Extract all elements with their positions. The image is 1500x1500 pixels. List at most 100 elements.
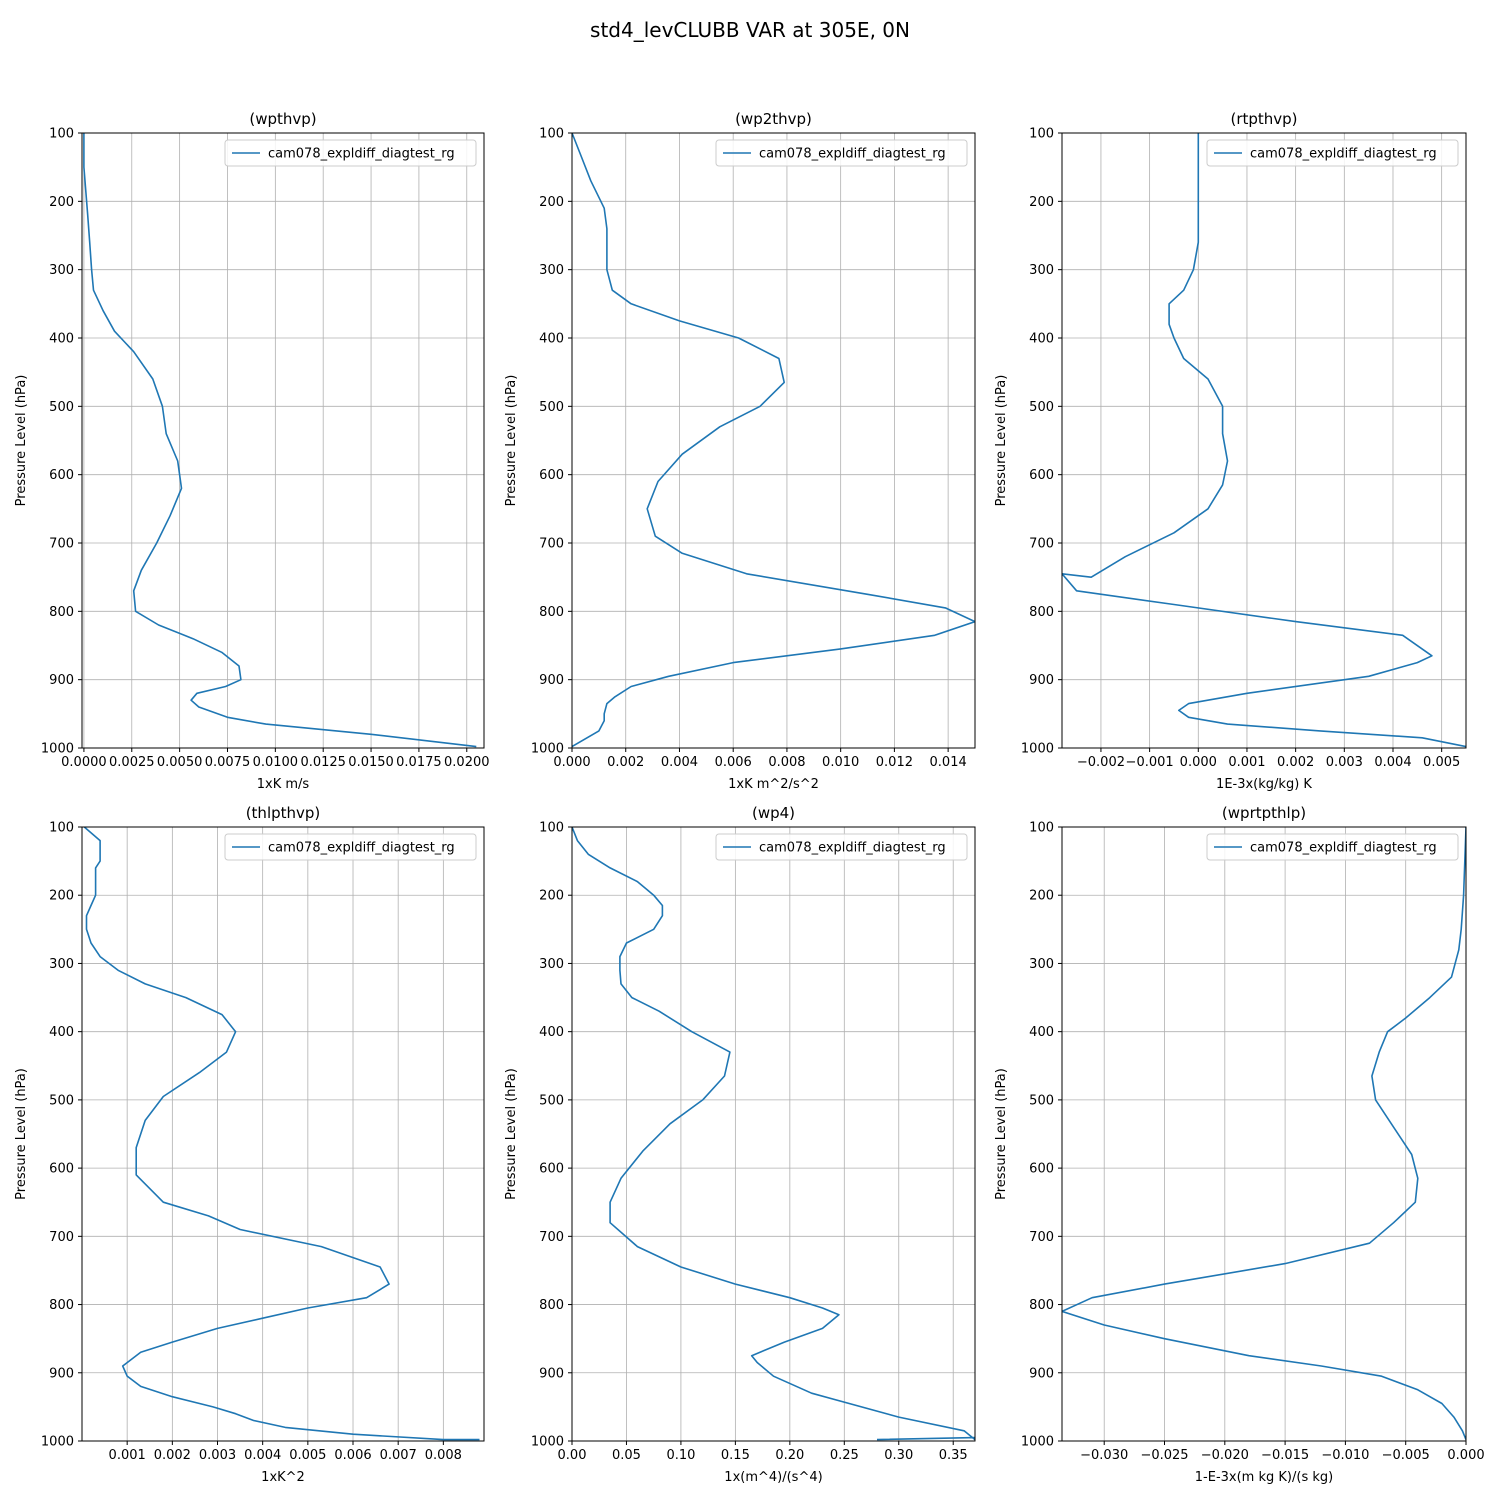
legend: cam078_expldiff_diagtest_rg — [715, 833, 968, 861]
x-tick-label: −0.015 — [1261, 1448, 1309, 1463]
panel-title: (wpthvp) — [249, 110, 316, 128]
x-tick-label: 0.007 — [380, 1448, 417, 1463]
x-tick-label: 0.004 — [244, 1448, 281, 1463]
x-tick-label: 0.006 — [715, 755, 752, 770]
legend-entry: cam078_expldiff_diagtest_rg — [268, 147, 455, 162]
axes-frame — [571, 826, 976, 1442]
x-tick-label: 0.0150 — [348, 755, 394, 770]
y-tick-label: 800 — [539, 605, 564, 620]
series-line — [572, 133, 975, 748]
y-tick-label: 300 — [1029, 263, 1054, 278]
legend: cam078_expldiff_diagtest_rg — [1206, 139, 1459, 167]
y-tick-label: 600 — [1029, 1162, 1054, 1177]
y-tick-label: 200 — [1029, 195, 1054, 210]
x-tick-label: 0.0175 — [396, 755, 442, 770]
legend-box — [224, 833, 477, 861]
y-tick-label: 400 — [49, 1025, 74, 1040]
y-tick-label: 500 — [1029, 400, 1054, 415]
x-tick-label: 0.004 — [661, 755, 698, 770]
x-tick-label: −0.030 — [1080, 1448, 1128, 1463]
x-axis-label: 1E-3x(kg/kg) K — [1216, 777, 1312, 792]
y-tick-label: 600 — [539, 468, 564, 483]
y-tick-label: 400 — [539, 332, 564, 347]
x-tick-label: 0.001 — [109, 1448, 146, 1463]
legend-box — [1206, 139, 1459, 167]
y-tick-label: 600 — [49, 468, 74, 483]
y-tick-label: 700 — [49, 1230, 74, 1245]
axes-frame — [81, 826, 485, 1442]
y-tick-label: 600 — [49, 1162, 74, 1177]
y-tick-label: 200 — [539, 195, 564, 210]
y-tick-label: 700 — [1029, 1230, 1054, 1245]
y-axis-label: Pressure Level (hPa) — [504, 375, 519, 507]
x-tick-label: 0.005 — [1423, 755, 1460, 770]
legend-entry: cam078_expldiff_diagtest_rg — [1250, 147, 1437, 162]
y-tick-label: 300 — [49, 263, 74, 278]
y-axis-label: Pressure Level (hPa) — [14, 1068, 29, 1200]
y-tick-label: 500 — [539, 400, 564, 415]
x-tick-label: 0.15 — [721, 1448, 750, 1463]
x-tick-label: 0.0100 — [253, 755, 299, 770]
x-tick-label: −0.025 — [1140, 1448, 1188, 1463]
y-axis-label: Pressure Level (hPa) — [14, 375, 29, 507]
y-tick-label: 900 — [539, 1366, 564, 1381]
panel-4: 0.001 0.002 0.003 0.004 0.005 0.006 0.007 0.008… — [14, 804, 485, 1485]
x-tick-label: 0.002 — [154, 1448, 191, 1463]
x-tick-label: 0.05 — [612, 1448, 641, 1463]
y-axis-label: Pressure Level (hPa) — [994, 1068, 1009, 1200]
y-tick-label: 400 — [1029, 332, 1054, 347]
panel-title: (thlpthvp) — [246, 804, 321, 822]
x-axis-label: 1x(m^4)/(s^4) — [724, 1470, 822, 1485]
legend-entry: cam078_expldiff_diagtest_rg — [759, 841, 946, 856]
y-tick-label: 800 — [1029, 605, 1054, 620]
x-tick-label: 0.000 — [553, 755, 590, 770]
y-tick-label: 800 — [49, 605, 74, 620]
axes-frame — [1061, 132, 1467, 749]
panel-title: (wp4) — [752, 804, 795, 822]
y-tick-label: 400 — [1029, 1025, 1054, 1040]
y-tick-label: 600 — [539, 1162, 564, 1177]
figure-title: std4_levCLUBB VAR at 305E, 0N — [590, 18, 910, 42]
x-tick-label: 0.0025 — [109, 755, 155, 770]
x-tick-label: 0.014 — [930, 755, 967, 770]
legend: cam078_expldiff_diagtest_rg — [224, 833, 477, 861]
x-tick-label: 0.0075 — [205, 755, 251, 770]
y-tick-label: 200 — [1029, 889, 1054, 904]
x-tick-label: 0.0125 — [300, 755, 346, 770]
y-tick-label: 600 — [1029, 468, 1054, 483]
y-tick-label: 700 — [539, 537, 564, 552]
x-tick-label: 0.002 — [607, 755, 644, 770]
series-line — [572, 827, 975, 1441]
x-tick-label: −0.005 — [1382, 1448, 1430, 1463]
legend-entry: cam078_expldiff_diagtest_rg — [268, 841, 455, 856]
x-tick-label: 0.004 — [1374, 755, 1411, 770]
x-tick-label: 0.005 — [289, 1448, 326, 1463]
x-tick-label: 0.0000 — [61, 755, 107, 770]
y-tick-label: 100 — [1029, 821, 1054, 836]
panel-6: −0.030 −0.025 −0.020 −0.015 −0.010 −0.005 0.00… — [994, 804, 1485, 1485]
x-tick-label: 0.010 — [822, 755, 859, 770]
y-tick-label: 100 — [49, 821, 74, 836]
legend-box — [224, 139, 477, 167]
x-tick-label: 0.35 — [939, 1448, 968, 1463]
y-tick-label: 300 — [49, 957, 74, 972]
y-tick-label: 800 — [1029, 1298, 1054, 1313]
y-tick-label: 200 — [49, 889, 74, 904]
x-tick-label: 0.20 — [775, 1448, 804, 1463]
y-tick-label: 700 — [1029, 537, 1054, 552]
y-tick-label: 900 — [1029, 1366, 1054, 1381]
x-tick-label: 0.000 — [1447, 1448, 1484, 1463]
legend: cam078_expldiff_diagtest_rg — [715, 139, 968, 167]
legend: cam078_expldiff_diagtest_rg — [1206, 833, 1459, 861]
x-tick-label: 0.0050 — [157, 755, 203, 770]
series-line — [1062, 827, 1466, 1440]
y-tick-label: 900 — [49, 1366, 74, 1381]
y-axis-label: Pressure Level (hPa) — [994, 375, 1009, 507]
y-tick-label: 200 — [49, 195, 74, 210]
legend-entry: cam078_expldiff_diagtest_rg — [759, 147, 946, 162]
y-tick-label: 700 — [49, 537, 74, 552]
panel-title: (rtpthvp) — [1230, 110, 1297, 128]
x-tick-label: 0.000 — [1180, 755, 1217, 770]
y-tick-label: 1000 — [1021, 742, 1054, 757]
series-line — [1062, 133, 1466, 748]
